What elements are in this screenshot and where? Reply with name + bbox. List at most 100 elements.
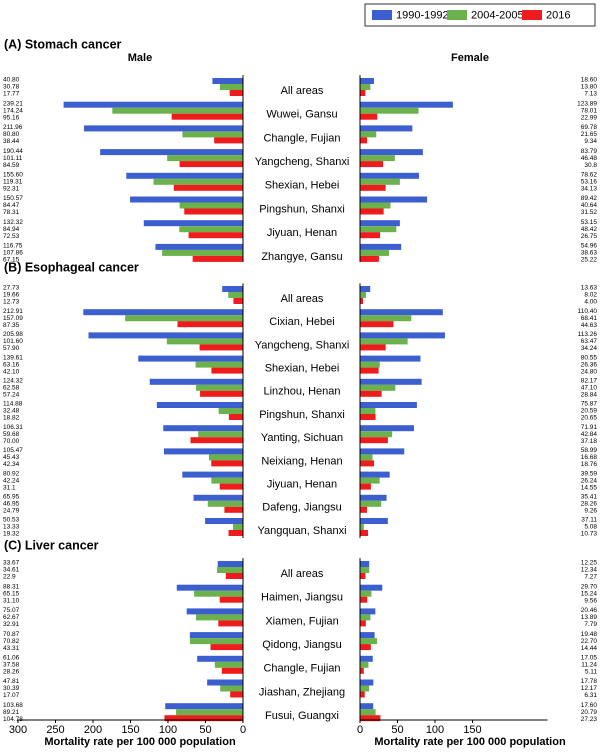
- value-label: 119.31: [3, 179, 23, 186]
- bar: [162, 249, 243, 256]
- value-label: 35.41: [581, 494, 598, 501]
- bar: [360, 638, 378, 645]
- bar: [360, 125, 413, 132]
- bar: [219, 596, 243, 603]
- value-label: 12.25: [581, 560, 598, 567]
- value-label: 63.47: [581, 338, 598, 345]
- value-label: 72.53: [3, 233, 20, 240]
- category-label: Neixiang, Henan: [261, 455, 342, 467]
- value-label: 70.82: [3, 638, 20, 645]
- category-label: Xiamen, Fujian: [265, 615, 338, 627]
- bar: [360, 315, 412, 322]
- x-tick-label: 100: [159, 724, 177, 736]
- bar: [360, 286, 371, 292]
- value-label: 17.78: [581, 678, 598, 685]
- value-label: 57.24: [3, 392, 20, 399]
- value-label: 46.48: [581, 155, 598, 162]
- category-label: Changle, Fujian: [263, 663, 340, 675]
- bar: [360, 608, 376, 615]
- value-label: 19.32: [3, 531, 20, 538]
- value-label: 28.26: [581, 501, 598, 508]
- bar: [360, 454, 373, 461]
- bar: [360, 448, 405, 455]
- value-label: 54.96: [581, 243, 598, 250]
- bar: [225, 573, 243, 579]
- value-label: 30.78: [3, 84, 20, 91]
- bar: [360, 477, 380, 484]
- category-label: All areas: [281, 568, 324, 580]
- value-label: 88.31: [3, 583, 20, 590]
- bar: [211, 477, 243, 484]
- value-label: 61.06: [3, 655, 20, 662]
- panel-title: (A) Stomach cancer: [4, 37, 122, 51]
- bar: [217, 561, 243, 567]
- panel-title: (B) Esophageal cancer: [4, 260, 139, 274]
- legend-label: 2004-2005: [471, 9, 524, 21]
- value-label: 139.61: [3, 354, 23, 361]
- bar: [222, 286, 243, 292]
- category-label: Cixian, Hebei: [269, 316, 334, 328]
- category-label: Pingshun, Shanxi: [259, 409, 345, 421]
- bar: [179, 226, 243, 233]
- bar: [360, 483, 371, 490]
- bar: [360, 561, 370, 567]
- bar: [360, 661, 369, 668]
- panel-title: (C) Liver cancer: [4, 538, 99, 552]
- value-label: 21.65: [581, 131, 598, 138]
- value-label: 47.10: [581, 385, 598, 392]
- bar: [164, 715, 243, 722]
- value-label: 78.62: [581, 172, 598, 179]
- bar: [100, 149, 243, 156]
- bar: [360, 361, 380, 368]
- bar: [211, 460, 243, 467]
- subplot-label: Male: [128, 52, 152, 64]
- bar: [126, 172, 243, 179]
- bar: [360, 196, 428, 203]
- bar: [214, 661, 243, 668]
- bar: [221, 667, 243, 674]
- bar: [207, 679, 243, 686]
- value-label: 78.01: [581, 107, 598, 114]
- bar: [360, 384, 396, 391]
- category-label: Yangcheng, Shanxi: [255, 156, 350, 168]
- bar: [360, 567, 370, 573]
- bar: [143, 220, 243, 227]
- value-label: 40.80: [3, 77, 20, 84]
- value-label: 80.80: [3, 131, 20, 138]
- value-label: 11.24: [581, 662, 597, 669]
- value-label: 48.42: [581, 226, 598, 233]
- bar: [360, 518, 388, 524]
- bar: [193, 494, 243, 501]
- value-label: 32.48: [3, 408, 20, 415]
- bar: [84, 125, 243, 132]
- bar: [360, 378, 422, 385]
- value-label: 7.27: [584, 574, 597, 581]
- value-label: 70.87: [3, 631, 20, 638]
- x-tick-label: 50: [199, 724, 211, 736]
- value-label: 17.60: [581, 702, 598, 709]
- bar: [233, 524, 243, 530]
- bar: [360, 243, 402, 250]
- value-label: 26.36: [581, 361, 598, 368]
- bar: [360, 84, 371, 90]
- value-label: 89.42: [581, 195, 598, 202]
- value-label: 26.24: [581, 477, 598, 484]
- bar: [360, 414, 376, 420]
- value-label: 18.82: [3, 415, 20, 422]
- bar: [360, 709, 376, 716]
- value-label: 29.70: [581, 583, 598, 590]
- value-label: 28.84: [581, 392, 598, 399]
- bar: [360, 344, 386, 351]
- bar: [130, 196, 243, 203]
- value-label: 13.89: [581, 614, 598, 621]
- bar: [196, 384, 243, 391]
- bar: [218, 620, 243, 627]
- value-label: 105.47: [3, 447, 23, 454]
- value-label: 34.61: [3, 567, 20, 574]
- value-label: 39.59: [581, 470, 598, 477]
- bar: [228, 414, 243, 420]
- bar: [153, 178, 243, 185]
- bar: [163, 425, 243, 432]
- value-label: 12.34: [581, 567, 598, 574]
- bar: [186, 608, 243, 615]
